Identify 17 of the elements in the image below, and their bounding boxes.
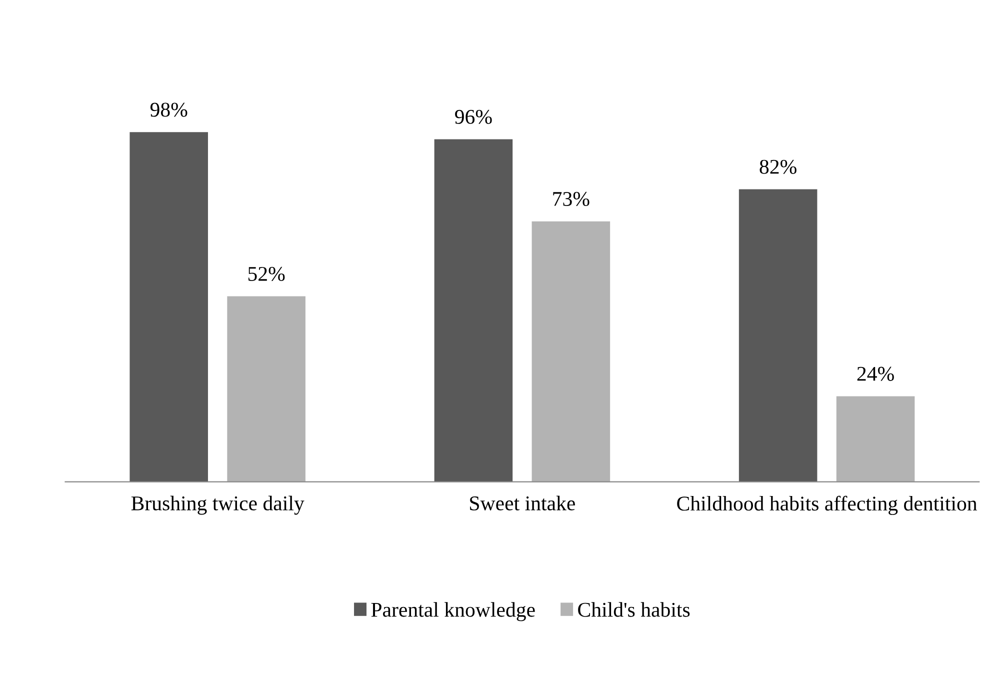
bar bbox=[532, 221, 610, 482]
bar bbox=[130, 132, 208, 482]
data-label: 73% bbox=[553, 192, 590, 206]
data-label: 98% bbox=[150, 102, 188, 117]
x-tick-label: Sweet intake bbox=[470, 496, 575, 510]
bar bbox=[836, 396, 915, 482]
data-label: 52% bbox=[248, 266, 285, 282]
legend-label: Parental knowledge bbox=[371, 602, 535, 622]
x-tick-label: Brushing twice daily bbox=[131, 496, 304, 515]
bar bbox=[738, 189, 818, 482]
bar bbox=[227, 296, 306, 482]
bar bbox=[434, 139, 513, 482]
data-label: 96% bbox=[455, 110, 492, 124]
legend-label: Child's habits bbox=[578, 602, 690, 617]
x-tick-label: Childhood habits affecting dentition bbox=[677, 496, 978, 515]
data-label: 24% bbox=[857, 366, 894, 381]
data-label: 82% bbox=[760, 160, 796, 174]
